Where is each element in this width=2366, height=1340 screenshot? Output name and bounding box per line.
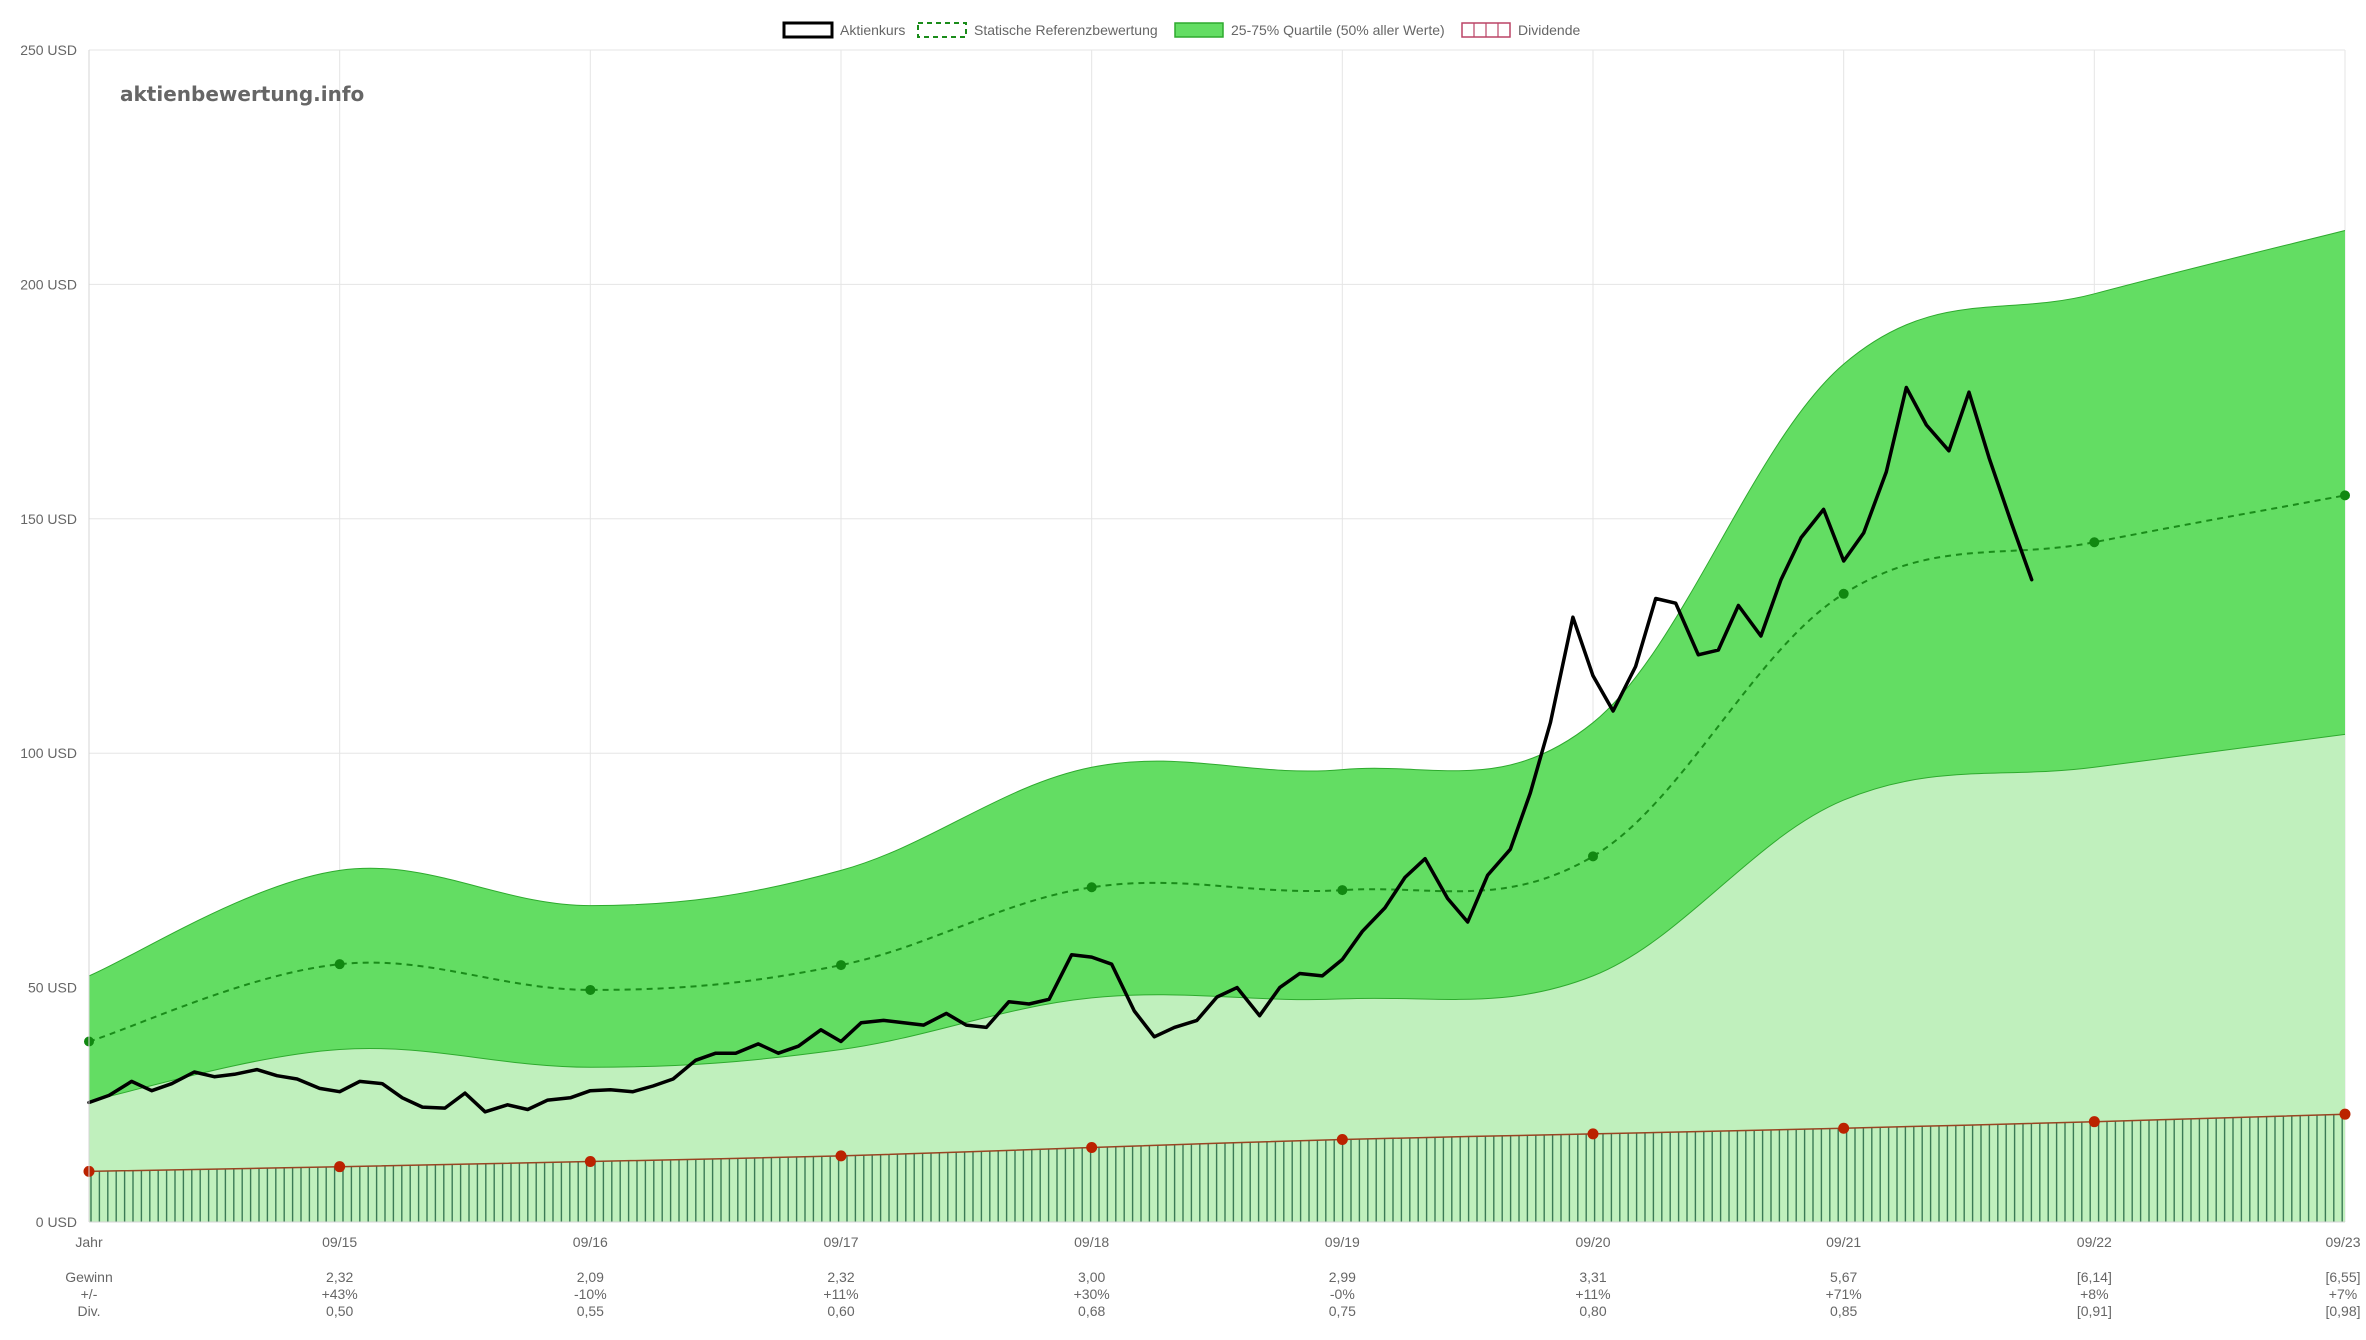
- table-cell: [0,91]: [2077, 1303, 2112, 1319]
- legend-swatch-price: [782, 21, 834, 39]
- lower-range-fill: [89, 734, 2345, 1222]
- watermark-logo: aktienbewertung.info: [120, 82, 364, 106]
- table-cell: 0,50: [326, 1303, 353, 1319]
- legend: Aktienkurs Statische Referenzbewertung 25-…: [782, 21, 1580, 39]
- dividend-hatch: [89, 1114, 2345, 1222]
- table-cell: +8%: [2080, 1286, 2108, 1302]
- reference-line: [88, 494, 2346, 1043]
- axes: 0 USD 50 USD 100 USD 150 USD 200 USD 250 USD J…: [20, 42, 2361, 1250]
- table-cell: +43%: [322, 1286, 358, 1302]
- legend-label: Statische Referenzbewertung: [974, 22, 1158, 38]
- y-tick-label: 0 USD: [36, 1214, 77, 1230]
- dividend-point: [584, 1156, 596, 1168]
- x-tick-label: 09/17: [823, 1234, 858, 1250]
- table-cell: 2,32: [326, 1269, 353, 1285]
- table-cell: [6,14]: [2077, 1269, 2112, 1285]
- legend-item-ref[interactable]: Statische Referenzbewertung: [917, 22, 1158, 38]
- table-cell: 5,67: [1830, 1269, 1857, 1285]
- reference-point: [1086, 882, 1097, 893]
- table-cell: 2,32: [827, 1269, 854, 1285]
- legend-label: 25-75% Quartile (50% aller Werte): [1231, 22, 1445, 38]
- plot-lines: [87, 230, 2346, 1173]
- x-tick-label: 09/15: [322, 1234, 357, 1250]
- reference-point: [1588, 851, 1598, 862]
- table-cell: 2,09: [577, 1269, 604, 1285]
- legend-item-div[interactable]: Dividende: [1461, 22, 1580, 38]
- table-row-label: Div.: [77, 1303, 100, 1319]
- legend-swatch-reference: [917, 22, 967, 38]
- dividend-point: [2339, 1108, 2351, 1120]
- reference-point: [836, 960, 846, 971]
- value-table: Gewinn 2,32 2,09 2,32 3,00 2,99 3,31 5,67 [6,14]…: [65, 1269, 2360, 1319]
- table-cell: 3,00: [1078, 1269, 1105, 1285]
- reference-point: [334, 959, 345, 970]
- table-cell: +71%: [1826, 1286, 1862, 1302]
- x-tick-label: 09/21: [1826, 1234, 1861, 1250]
- y-tick-label: 250 USD: [20, 42, 77, 58]
- x-tick-label: 09/19: [1325, 1234, 1360, 1250]
- table-cell: +30%: [1074, 1286, 1110, 1302]
- legend-swatch-band: [1174, 22, 1224, 38]
- reference-point: [585, 984, 596, 995]
- plot-fills: [89, 230, 2345, 1222]
- legend-label: Aktienkurs: [840, 22, 905, 38]
- table-cell: [0,98]: [2325, 1303, 2360, 1319]
- table-cell: 0,55: [577, 1303, 604, 1319]
- dividend-point: [334, 1161, 346, 1173]
- reference-point: [1838, 588, 1849, 599]
- table-cell: -0%: [1330, 1286, 1355, 1302]
- x-tick-label: 09/18: [1074, 1234, 1109, 1250]
- table-row-label: +/-: [81, 1286, 98, 1302]
- table-cell: +11%: [1575, 1286, 1610, 1302]
- table-cell: 0,75: [1329, 1303, 1356, 1319]
- quartile-lower-line: [88, 733, 2346, 1102]
- legend-label: Dividende: [1518, 22, 1580, 38]
- dividend-point: [2088, 1116, 2100, 1128]
- dividend-point: [1086, 1141, 1098, 1153]
- x-tick-label: Jahr: [75, 1234, 103, 1250]
- quartile-upper-line: [88, 230, 2346, 977]
- dividend-point: [1336, 1133, 1348, 1145]
- table-cell: 3,31: [1579, 1269, 1606, 1285]
- y-tick-label: 150 USD: [20, 511, 77, 527]
- table-row-label: Gewinn: [65, 1269, 112, 1285]
- price-line: [87, 385, 2034, 1114]
- reference-point: [1337, 885, 1348, 896]
- dividend-point: [835, 1150, 847, 1162]
- table-cell: 0,60: [827, 1303, 854, 1319]
- table-cell: 0,80: [1579, 1303, 1606, 1319]
- x-tick-label: 09/16: [573, 1234, 608, 1250]
- dividend-line: [88, 1113, 2346, 1173]
- legend-item-band[interactable]: 25-75% Quartile (50% aller Werte): [1174, 22, 1445, 38]
- table-cell: +11%: [823, 1286, 858, 1302]
- reference-point: [2089, 537, 2100, 548]
- table-cell: -10%: [574, 1286, 607, 1302]
- plot-points: [83, 490, 2351, 1177]
- dividend-point: [1838, 1122, 1850, 1134]
- y-tick-label: 50 USD: [28, 980, 77, 996]
- table-cell: [6,55]: [2325, 1269, 2360, 1285]
- table-cell: +7%: [2329, 1286, 2357, 1302]
- x-tick-label: 09/23: [2325, 1234, 2360, 1250]
- y-tick-label: 200 USD: [20, 276, 77, 292]
- table-cell: 0,85: [1830, 1303, 1857, 1319]
- dividend-point: [1587, 1128, 1599, 1140]
- quartile-band: [89, 230, 2345, 1101]
- x-tick-label: 09/20: [1575, 1234, 1610, 1250]
- table-cell: 2,99: [1329, 1269, 1356, 1285]
- reference-point: [2340, 490, 2350, 501]
- y-tick-label: 100 USD: [20, 745, 77, 761]
- x-tick-label: 09/22: [2077, 1234, 2112, 1250]
- legend-item-price[interactable]: Aktienkurs: [782, 21, 905, 39]
- table-cell: 0,68: [1078, 1303, 1105, 1319]
